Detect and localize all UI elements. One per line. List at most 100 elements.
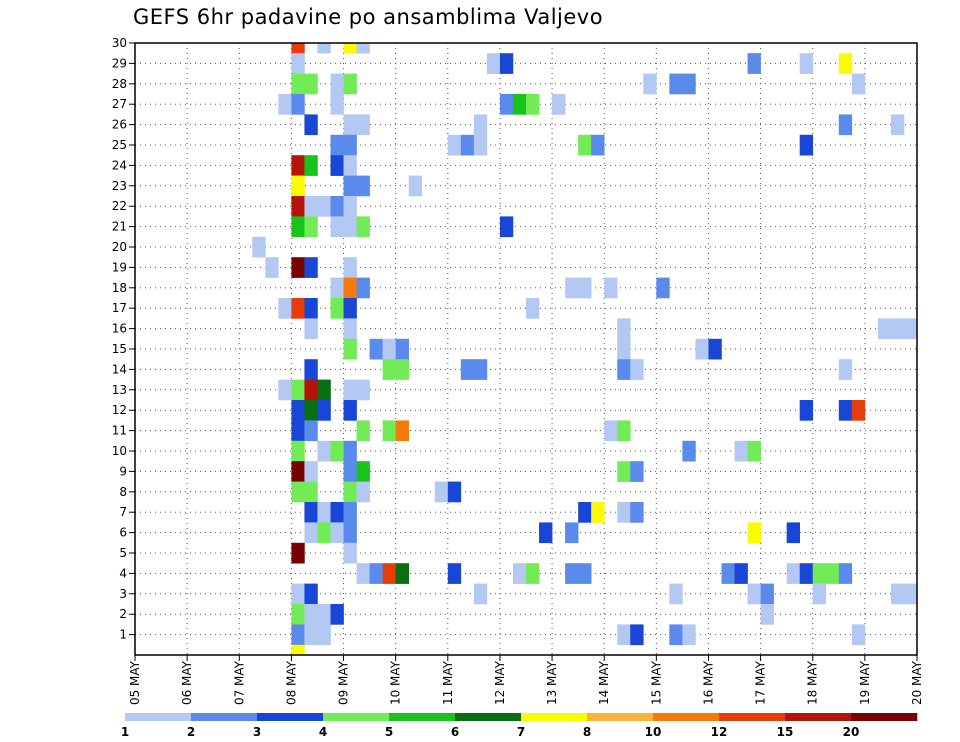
y-tick-label: 30 <box>112 36 127 50</box>
heatmap-cell <box>304 196 318 217</box>
legend-label: 10 <box>645 725 662 739</box>
heatmap-cell <box>382 563 396 584</box>
y-tick-label: 20 <box>112 240 127 254</box>
heatmap-cell <box>317 43 331 54</box>
legend-label: 3 <box>253 725 261 739</box>
heatmap-cell <box>291 461 305 482</box>
heatmap-cell <box>291 379 305 401</box>
heatmap-cell <box>539 522 553 544</box>
heatmap-cell <box>799 53 814 74</box>
heatmap-cell <box>630 624 644 646</box>
heatmap-cell <box>356 175 370 197</box>
heatmap-cell <box>343 43 357 54</box>
heatmap-cell <box>747 583 761 605</box>
heatmap-cell <box>356 43 370 54</box>
heatmap-cell <box>903 318 918 340</box>
heatmap-cell <box>291 440 305 462</box>
heatmap-cell <box>343 175 357 197</box>
x-tick-label: 15 MAY <box>649 660 663 705</box>
legend-label: 1 <box>121 725 129 739</box>
heatmap-cell <box>643 73 657 95</box>
heatmap-cell <box>617 338 631 360</box>
heatmap-cell <box>291 481 305 503</box>
heatmap-cell <box>591 134 605 156</box>
y-tick-label: 22 <box>112 199 127 213</box>
heatmap-cell <box>356 563 370 584</box>
heatmap-cell <box>356 379 370 401</box>
heatmap-cell <box>682 73 696 95</box>
heatmap-cell <box>799 400 814 421</box>
x-tick-label: 10 MAY <box>389 660 403 705</box>
heatmap-cell <box>565 522 579 544</box>
x-tick-label: 08 MAY <box>284 660 298 705</box>
heatmap-cell <box>812 563 827 584</box>
heatmap-cell <box>343 338 357 360</box>
heatmap-cell <box>304 420 318 442</box>
heatmap-cell <box>304 461 318 482</box>
legend-swatch <box>587 713 654 721</box>
heatmap-cell <box>330 94 344 115</box>
x-tick-label: 05 MAY <box>128 660 142 705</box>
y-tick-label: 19 <box>112 260 127 274</box>
heatmap-cell <box>317 440 331 462</box>
heatmap-cell <box>395 338 409 360</box>
legend-swatch <box>125 713 192 721</box>
heatmap-cell <box>617 461 631 482</box>
heatmap-cell <box>512 94 527 115</box>
heatmap-cell <box>343 502 357 523</box>
y-tick-label: 4 <box>119 566 127 580</box>
heatmap-cell <box>343 277 357 299</box>
heatmap-cell <box>838 114 853 136</box>
y-tick-label: 24 <box>112 158 127 172</box>
heatmap-cell <box>330 277 344 299</box>
heatmap-cell <box>291 542 305 564</box>
heatmap-cell <box>812 583 827 605</box>
x-tick-label: 11 MAY <box>441 660 455 705</box>
heatmap-cell <box>330 155 344 176</box>
heatmap-cell <box>617 624 631 646</box>
heatmap-cell <box>903 583 918 605</box>
y-tick-label: 7 <box>119 505 127 519</box>
heatmap-cell <box>317 502 331 523</box>
legend-label: 4 <box>319 725 327 739</box>
heatmap-cell <box>890 114 905 136</box>
heatmap-cell <box>473 583 488 605</box>
heatmap-cell <box>460 134 475 156</box>
heatmap-cell <box>669 73 683 95</box>
heatmap-cell <box>473 359 488 380</box>
heatmap-cell <box>591 502 605 523</box>
heatmap-cell <box>565 563 579 584</box>
heatmap-cell <box>343 257 357 278</box>
heatmap-cell <box>890 318 905 340</box>
heatmap-cell <box>304 481 318 503</box>
x-tick-label: 18 MAY <box>806 660 820 705</box>
x-tick-label: 06 MAY <box>180 660 194 705</box>
heatmap-cell <box>304 73 318 95</box>
heatmap-cell <box>578 502 592 523</box>
legend-label: 20 <box>843 725 860 739</box>
heatmap-cell <box>630 461 644 482</box>
heatmap-cell <box>304 604 318 625</box>
heatmap-cell <box>786 563 800 584</box>
legend-label: 15 <box>777 725 794 739</box>
heatmap-cell <box>330 604 344 625</box>
legend-swatch <box>719 713 786 721</box>
heatmap-cell <box>356 277 370 299</box>
heatmap-cell <box>499 94 514 115</box>
heatmap-cell <box>877 318 892 340</box>
heatmap-cell <box>838 53 853 74</box>
heatmap-cell <box>291 73 305 95</box>
legend-swatch <box>521 713 588 721</box>
heatmap-cell <box>851 73 866 95</box>
heatmap-cell <box>291 94 305 115</box>
heatmap-cell <box>460 359 475 380</box>
heatmap-cell <box>630 359 644 380</box>
heatmap-cell <box>669 624 683 646</box>
heatmap-cell <box>447 563 462 584</box>
heatmap-cell <box>343 73 357 95</box>
heatmap-cell <box>838 359 853 380</box>
heatmap-cell <box>304 379 318 401</box>
heatmap-cell <box>304 155 318 176</box>
heatmap-cell <box>526 298 540 319</box>
y-tick-label: 27 <box>112 97 127 111</box>
